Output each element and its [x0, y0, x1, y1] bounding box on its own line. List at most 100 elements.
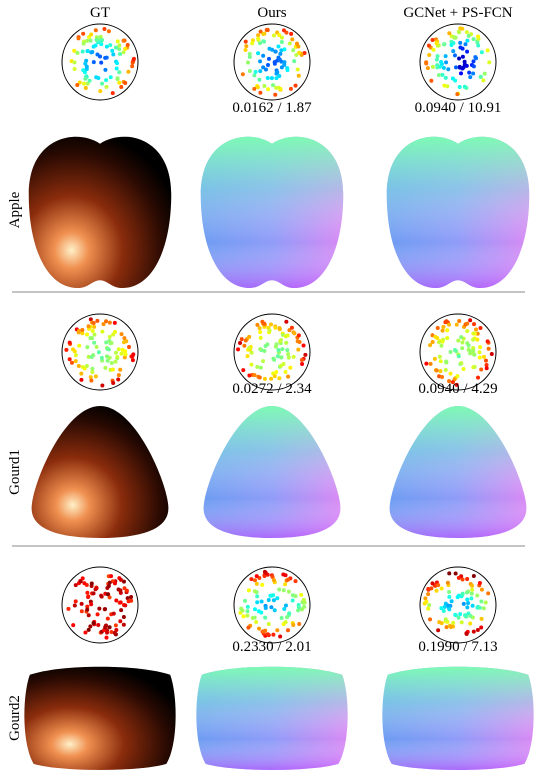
light-dot [108, 75, 113, 80]
light-dot [426, 606, 431, 611]
light-dot [481, 606, 486, 611]
light-dot [283, 334, 288, 339]
light-dot [457, 319, 462, 324]
light-dot [80, 365, 85, 370]
light-dot [459, 620, 464, 625]
light-dot [465, 321, 470, 326]
light-dot [471, 71, 476, 76]
light-dot [448, 350, 453, 355]
light-dot [106, 29, 111, 34]
light-dot [119, 85, 124, 90]
light-dot [266, 621, 271, 626]
light-dot [472, 364, 477, 369]
light-dot [479, 616, 484, 621]
light-dot [437, 620, 442, 625]
light-dot [447, 607, 452, 612]
light-dot [289, 31, 294, 36]
light-dot [474, 56, 479, 61]
light-dot [447, 594, 452, 599]
light-dot [252, 73, 257, 78]
light-dot [250, 38, 255, 43]
light-dot [92, 324, 97, 329]
light-dot [81, 41, 86, 46]
light-dot [456, 29, 461, 34]
light-dot [109, 629, 114, 634]
light-dot [434, 41, 439, 46]
light-dot [257, 41, 262, 46]
light-dot [453, 571, 458, 576]
light-dot [265, 632, 270, 637]
light-dot [463, 613, 468, 618]
light-dot [130, 64, 135, 69]
light-dot [292, 331, 297, 336]
light-dot [445, 328, 450, 333]
light-dot [103, 607, 108, 612]
light-dot [124, 339, 129, 344]
light-dot [271, 33, 276, 38]
light-dot [469, 596, 474, 601]
light-dot [263, 570, 268, 575]
light-dot [85, 607, 90, 612]
light-dot [276, 347, 281, 352]
object-image [196, 666, 348, 770]
light-dot [114, 598, 119, 603]
light-dot [443, 367, 448, 372]
light-dot [484, 366, 489, 371]
light-dot [287, 41, 292, 46]
light-dot [112, 630, 117, 635]
light-dot [438, 359, 443, 364]
light-dot [80, 576, 85, 581]
light-dot [428, 361, 433, 366]
light-dot [71, 623, 76, 628]
light-dot [123, 352, 128, 357]
light-dot [91, 44, 96, 49]
light-dot [274, 370, 279, 375]
light-dot [485, 339, 490, 344]
light-dot [84, 64, 89, 69]
light-dot [467, 70, 472, 75]
light-dot [104, 44, 109, 49]
light-dot [121, 50, 126, 55]
light-dot [440, 72, 445, 77]
light-dot [440, 328, 445, 333]
light-dot [115, 61, 120, 66]
light-dot [100, 81, 105, 86]
light-dot [300, 362, 305, 367]
light-dot [436, 73, 441, 78]
light-dot [297, 621, 302, 626]
light-dot [258, 69, 263, 74]
light-dot [278, 634, 283, 639]
light-dot [247, 346, 252, 351]
light-dot [118, 600, 123, 605]
light-dot [249, 362, 254, 367]
light-dot [424, 599, 429, 604]
light-dot [89, 32, 94, 37]
light-dot [272, 357, 277, 362]
light-dot [90, 366, 95, 371]
light-dot [428, 343, 433, 348]
light-dot [256, 36, 261, 41]
light-dot [113, 329, 118, 334]
light-dot [471, 629, 476, 634]
light-dot [125, 596, 130, 601]
light-dot [75, 83, 80, 88]
light-dot [115, 76, 120, 81]
light-dot [424, 61, 429, 66]
light-dot [243, 338, 248, 343]
light-dot [460, 591, 465, 596]
light-dot [83, 76, 88, 81]
light-dot [89, 355, 94, 360]
light-dot [481, 354, 486, 359]
light-dot [481, 78, 486, 83]
light-dot [72, 60, 77, 65]
light-dot [426, 587, 431, 592]
light-dot [442, 83, 447, 88]
light-dot [258, 330, 263, 335]
light-dot [477, 581, 482, 586]
light-dot [121, 622, 126, 627]
light-dot [286, 352, 291, 357]
light-dot [107, 595, 112, 600]
light-dot [478, 74, 483, 79]
light-dot [103, 365, 108, 370]
light-dot [445, 335, 450, 340]
